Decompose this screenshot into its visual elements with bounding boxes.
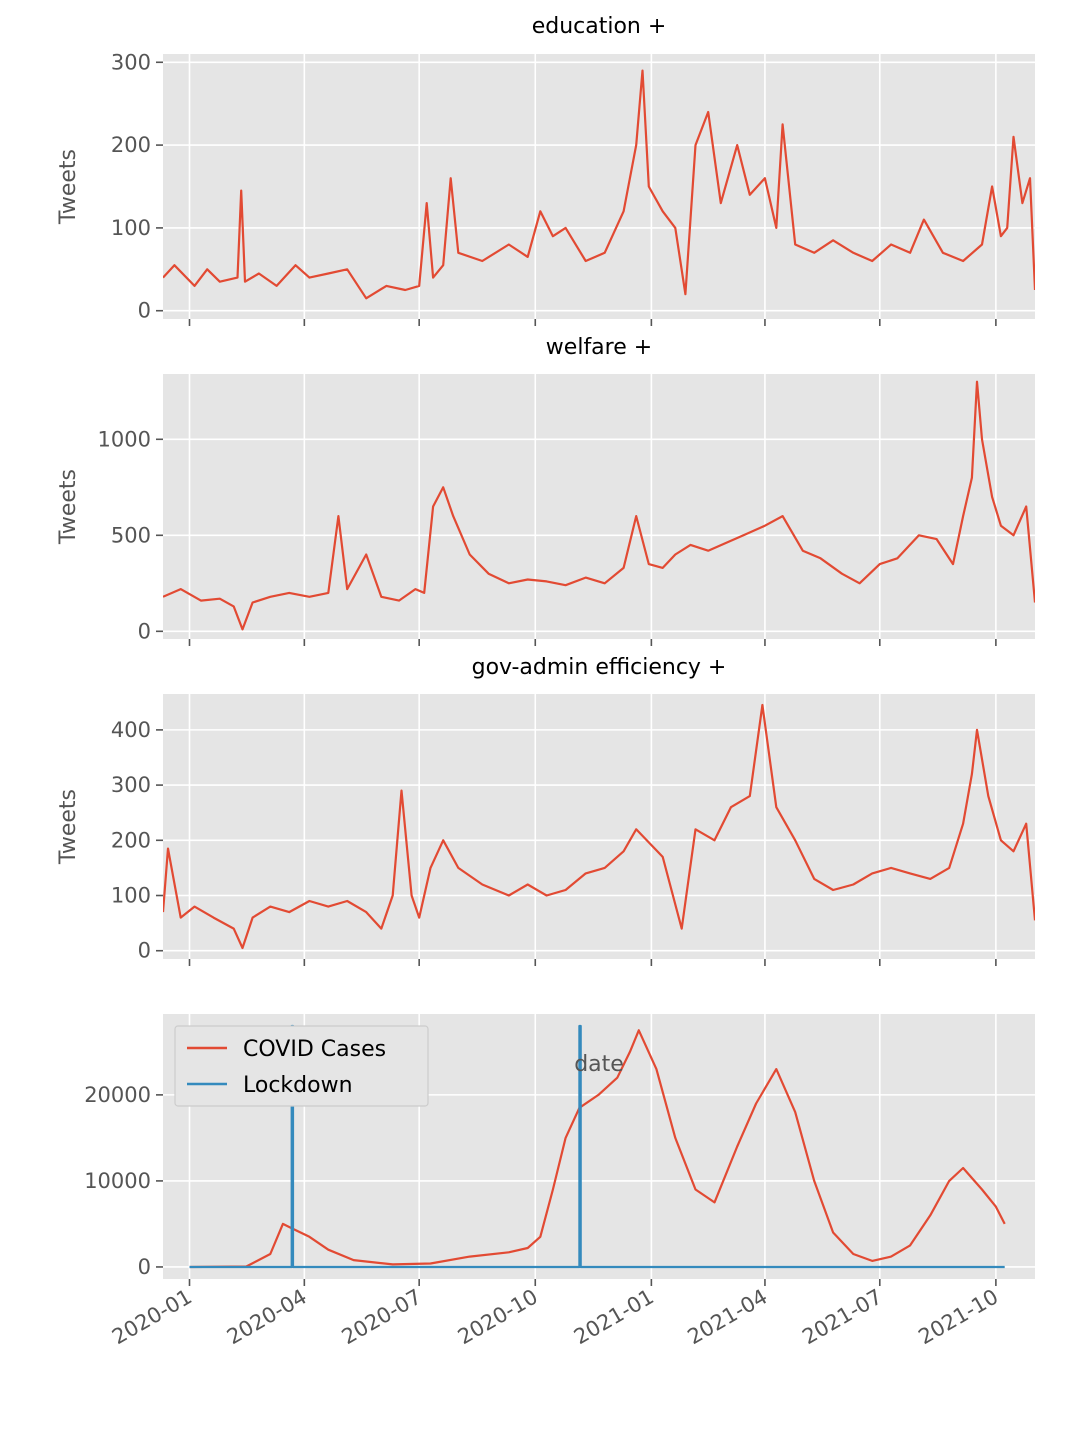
y-tick-label: 200: [111, 828, 151, 852]
y-tick-label: 0: [138, 1255, 151, 1279]
legend-label-covid-cases: COVID Cases: [243, 1037, 386, 1062]
x-tick-label: 2020-10: [454, 1285, 542, 1350]
plot-area: [163, 374, 1035, 639]
panel-title: gov-admin efficiency +: [472, 655, 727, 680]
series-line-lockdown: [189, 1024, 1005, 1269]
y-tick-label: 20000: [84, 1083, 151, 1107]
x-axis-label: date: [574, 1052, 624, 1077]
y-tick-label: 400: [111, 718, 151, 742]
legend-box: [174, 1025, 429, 1107]
plot-area: [163, 694, 1035, 959]
y-tick-label: 0: [138, 299, 151, 323]
y-tick-label: 500: [111, 523, 151, 547]
y-tick-label: 10000: [84, 1169, 151, 1193]
y-tick-label: 0: [138, 939, 151, 963]
y-tick-label: 300: [111, 50, 151, 74]
x-tick-label: 2021-10: [914, 1285, 1002, 1350]
plot-area: [163, 54, 1035, 319]
series-line-covid-cases: [189, 1029, 1006, 1269]
panel-gov-admin-efficiency: 0 100 200 300 400 gov-admin efficiency + Tweet…: [56, 655, 1035, 966]
x-tick-label: 2020-01: [108, 1285, 196, 1350]
series-line-0: [163, 703, 1035, 950]
x-tick-label: 2021-04: [683, 1285, 771, 1350]
y-tick-label: 1000: [98, 427, 151, 451]
y-tick-label: 100: [111, 884, 151, 908]
x-tick-label: 2021-07: [798, 1285, 886, 1350]
legend-label-lockdown: Lockdown: [243, 1073, 353, 1098]
x-tick-label: 2021-01: [570, 1285, 658, 1350]
y-tick-label: 0: [138, 619, 151, 643]
series-line-0: [163, 380, 1035, 631]
panel-title: welfare +: [546, 335, 652, 360]
panel-welfare: 0 500 1000 welfare + Tweets: [56, 335, 1035, 646]
y-tick-label: 300: [111, 773, 151, 797]
y-axis-label: Tweets: [56, 149, 81, 225]
panel-education: 0 100 200 300 education + Tweets: [56, 14, 1035, 326]
panel-title: education +: [532, 14, 667, 39]
panel-covid-lockdown: 2020-01 2020-04 2020-07 2020-10 2021-01 2021-…: [84, 1014, 1035, 1349]
x-tick-label: 2020-04: [223, 1285, 311, 1350]
series-line-0: [163, 69, 1035, 300]
y-tick-label: 200: [111, 133, 151, 157]
y-tick-label: 100: [111, 216, 151, 240]
x-tick-label: 2020-07: [338, 1285, 426, 1350]
y-axis-label: Tweets: [56, 469, 81, 545]
y-axis-label: Tweets: [56, 789, 81, 865]
